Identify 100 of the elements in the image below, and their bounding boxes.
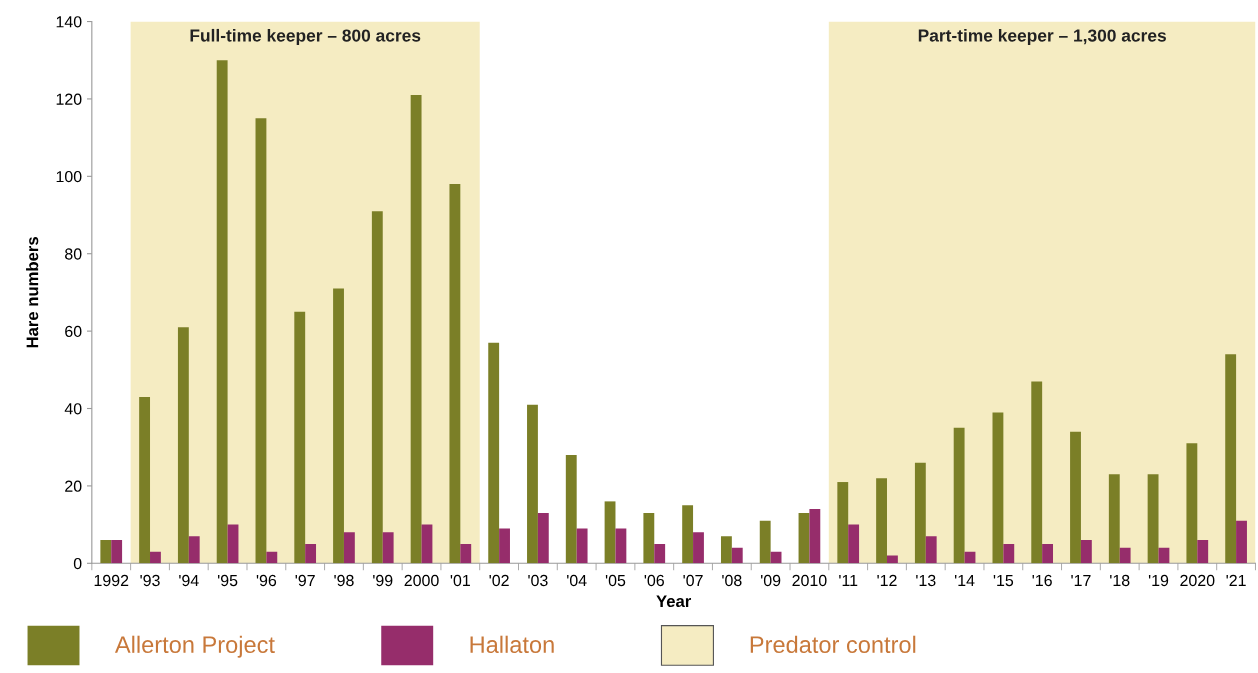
y-tick-label: 100 <box>56 170 82 183</box>
bar <box>139 396 151 564</box>
bar <box>371 211 383 564</box>
x-tick-label: '21 <box>1226 574 1246 586</box>
bar <box>343 532 355 564</box>
legend-label: Hallaton <box>470 635 554 654</box>
x-tick-label: '02 <box>489 574 509 587</box>
bar <box>449 184 461 564</box>
bar <box>1119 547 1131 564</box>
x-tick-label: '05 <box>605 574 626 587</box>
bar <box>1003 543 1015 564</box>
bar <box>1236 520 1247 564</box>
bar <box>266 551 278 564</box>
bar <box>1225 354 1237 564</box>
y-tick-label: 140 <box>56 16 82 28</box>
x-tick-label: 2000 <box>404 574 439 587</box>
bar <box>1042 543 1054 564</box>
bar <box>410 95 422 564</box>
bar <box>294 311 306 564</box>
x-tick-label: '11 <box>839 575 858 586</box>
x-tick-label: '01 <box>450 574 470 587</box>
bar <box>886 555 898 564</box>
bar <box>488 342 500 564</box>
bar <box>953 427 965 564</box>
bar <box>1147 474 1159 564</box>
bar <box>111 540 123 564</box>
bar <box>150 551 161 564</box>
bar <box>382 532 394 564</box>
bar <box>1186 443 1198 564</box>
x-tick-label: '06 <box>644 574 664 587</box>
x-tick-label: '97 <box>295 574 315 587</box>
bar <box>537 512 549 564</box>
x-tick-label: '94 <box>179 574 199 587</box>
x-tick-label: '04 <box>567 574 587 587</box>
bar <box>460 543 472 564</box>
x-tick-label: '15 <box>993 575 1014 587</box>
bar <box>876 478 887 564</box>
bar <box>837 482 849 564</box>
bar <box>305 543 317 564</box>
x-tick-label: '98 <box>334 574 354 587</box>
x-tick-label: '12 <box>877 574 897 586</box>
y-tick-label: 60 <box>65 325 82 338</box>
bar <box>925 536 937 564</box>
x-tick-label: 2020 <box>1180 574 1215 587</box>
y-tick-label: 80 <box>65 248 82 260</box>
bar <box>992 412 1004 564</box>
bar <box>693 532 704 564</box>
bar <box>177 327 189 564</box>
band-label: Part-time keeper – 1,300 acres <box>918 28 1166 46</box>
bar <box>499 528 510 564</box>
bar <box>759 520 771 564</box>
bar <box>188 536 200 564</box>
bar <box>615 528 627 564</box>
bar <box>227 524 239 564</box>
bar <box>720 536 732 564</box>
y-tick-label: 40 <box>64 403 82 415</box>
bar <box>914 462 926 564</box>
y-tick-label: 120 <box>56 93 82 105</box>
x-axis-title: Year <box>656 595 692 608</box>
bar <box>643 512 655 564</box>
x-tick-label: '03 <box>528 574 548 587</box>
y-axis-title: Hare numbers <box>26 237 39 348</box>
bar <box>100 540 112 564</box>
bar <box>421 524 433 564</box>
x-tick-label: '16 <box>1032 574 1052 587</box>
x-tick-label: '07 <box>683 574 703 587</box>
x-tick-label: '96 <box>256 574 277 587</box>
x-tick-label: '18 <box>1110 574 1130 587</box>
text: Predator control <box>750 635 916 654</box>
bar <box>1070 431 1081 564</box>
bar <box>1080 540 1092 564</box>
bar <box>565 454 577 564</box>
x-tick-label: '14 <box>954 575 975 586</box>
x-tick-label: '08 <box>722 574 742 587</box>
bar <box>1108 474 1120 564</box>
bar <box>576 528 588 564</box>
x-tick-label: '99 <box>373 574 393 587</box>
bar <box>809 509 821 564</box>
bar <box>604 501 616 564</box>
y-tick-label: 20 <box>65 480 82 492</box>
band-label: Full-time keeper – 800 acres <box>190 28 421 46</box>
x-tick-label: '95 <box>218 574 238 587</box>
y-tick-label: 0 <box>73 557 82 570</box>
bar <box>255 118 267 564</box>
bar <box>798 512 810 564</box>
x-tick-label: 1992 <box>94 574 129 587</box>
x-tick-label: '17 <box>1071 575 1091 586</box>
x-tick-label: 2010 <box>792 574 827 587</box>
bar <box>216 60 228 564</box>
bar <box>682 505 694 564</box>
bar <box>333 288 344 564</box>
bar <box>527 404 538 564</box>
bar <box>1197 540 1209 564</box>
x-tick-label: '93 <box>140 574 160 587</box>
bar <box>848 524 860 564</box>
x-tick-label: '19 <box>1148 574 1169 587</box>
bar <box>654 543 666 564</box>
x-tick-label: '13 <box>916 574 936 587</box>
x-tick-label: '09 <box>761 574 781 587</box>
bar <box>1031 381 1043 564</box>
